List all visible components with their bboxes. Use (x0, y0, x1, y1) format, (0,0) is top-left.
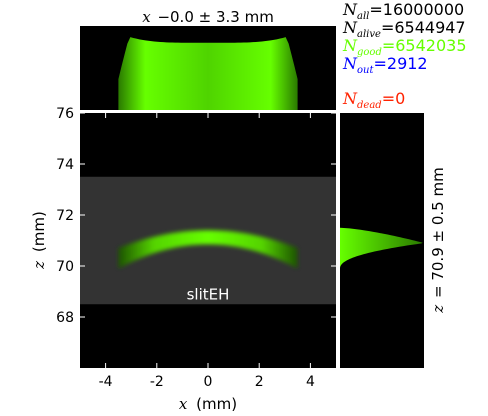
stat-n-dead: Ndead=0 (343, 89, 406, 112)
y-tick-label: 72 (56, 208, 74, 224)
y-tick-label: 70 (56, 259, 74, 275)
y-axis-label: z (mm) (30, 211, 48, 270)
y-tick-label: 68 (56, 310, 74, 326)
y-axis-ticks: 68 70 72 74 76 (56, 106, 336, 326)
stat-n-all: Nall=16000000 (343, 0, 465, 23)
footprint-label: slitEH (187, 285, 230, 303)
z-profile-fill (340, 227, 423, 269)
x-tick-label: 4 (306, 374, 315, 390)
y-tick-label: 74 (56, 157, 74, 173)
stat-n-good: Ngood=6542035 (343, 36, 467, 59)
x-axis-ticks: -4 -2 0 2 4 (99, 113, 315, 390)
y-tick-label: 76 (56, 106, 74, 122)
stat-n-alive: Nalive=6544947 (343, 18, 466, 41)
x-axis-label: x (mm) (179, 395, 237, 413)
x-tick-label: -2 (150, 374, 164, 390)
stat-n-out: Nout=2912 (343, 54, 428, 77)
x-tick-label: 0 (204, 374, 213, 390)
beam-arc (118, 230, 298, 269)
z-profile-title: z = 70.9 ± 0.5 mm (429, 167, 447, 313)
x-tick-label: -4 (99, 374, 113, 390)
x-profile-fill (118, 37, 298, 110)
x-profile-title: x −0.0 ± 3.3 mm (142, 8, 274, 26)
x-tick-label: 2 (255, 374, 264, 390)
